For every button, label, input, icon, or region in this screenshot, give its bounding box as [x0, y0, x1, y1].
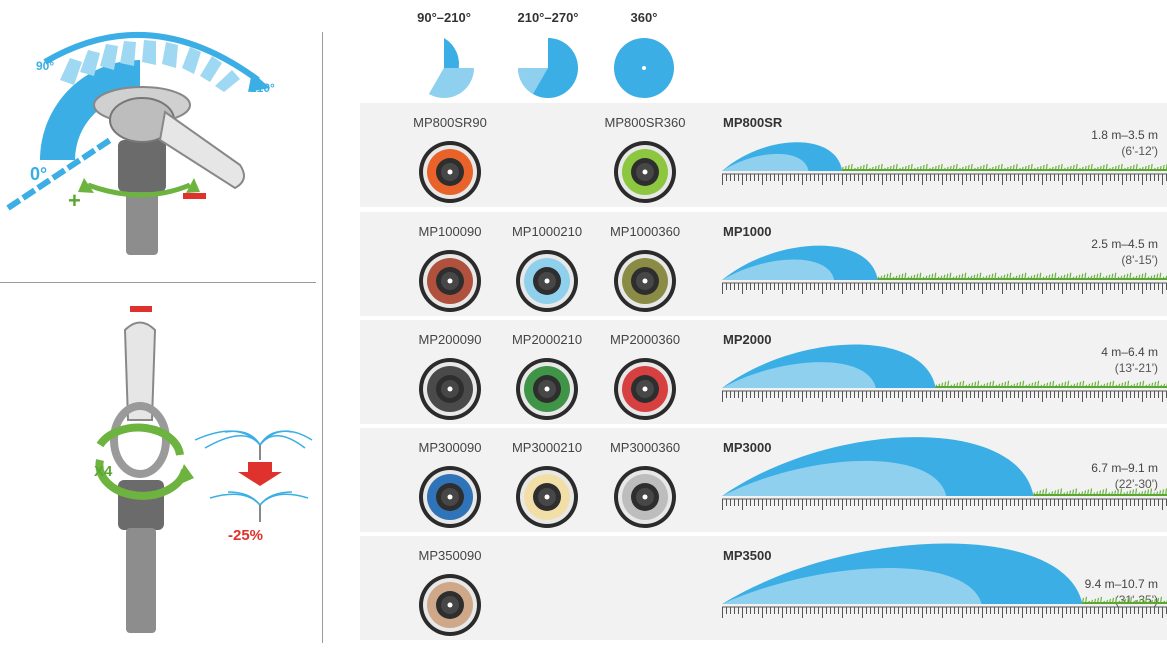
arc-header-label: 90°–210° — [394, 10, 494, 25]
rotator-illustration: 90° 210° 0° + X4 — [0, 0, 322, 643]
down-arrow-icon — [238, 462, 282, 486]
main-divider — [322, 32, 323, 643]
nozzle-icon — [515, 357, 579, 421]
nozzle-model-label: MP1000210 — [512, 224, 582, 239]
nozzle-item: MP2000210 — [497, 332, 597, 421]
throw-graphic — [722, 536, 1167, 638]
nozzle-icon — [613, 140, 677, 204]
ruler-ticks — [723, 174, 1167, 185]
ruler-ticks — [723, 499, 1167, 510]
nozzle-model-label: MP100090 — [419, 224, 482, 239]
nozzle-icon — [515, 465, 579, 529]
minus-bar-icon — [183, 193, 206, 199]
throw-graphic — [722, 103, 1167, 205]
arc-header-360: 360° — [594, 0, 694, 100]
nozzle-model-label: MP3000360 — [610, 440, 680, 455]
nozzle-model-label: MP2000210 — [512, 332, 582, 347]
nozzle-item: MP200090 — [400, 332, 500, 421]
arc-adjustment-illustration: 90° 210° 0° + — [8, 35, 275, 255]
nozzle-icon — [418, 249, 482, 313]
nozzle-model-label: MP800SR360 — [605, 115, 686, 130]
nozzle-icon — [613, 249, 677, 313]
nozzle-item: MP100090 — [400, 224, 500, 313]
x4-label: X4 — [94, 463, 113, 480]
zero-degree-label: 0° — [30, 164, 47, 184]
throw-graphic — [722, 320, 1167, 422]
nozzle-item: MP350090 — [400, 548, 500, 637]
nozzle-icon — [515, 249, 579, 313]
nozzle-icon — [418, 357, 482, 421]
nozzle-item: MP3000210 — [497, 440, 597, 529]
nozzle-icon — [418, 465, 482, 529]
pie-360-icon — [612, 36, 676, 100]
arc-header-90-210: 90°–210° — [394, 0, 494, 100]
ruler-ticks — [723, 607, 1167, 618]
nozzle-item: MP3000360 — [595, 440, 695, 529]
nozzle-model-label: MP1000360 — [610, 224, 680, 239]
radius-adjustment-illustration: X4 -25% — [94, 306, 312, 633]
nozzle-item: MP800SR90 — [400, 115, 500, 204]
throw-graphic — [722, 428, 1167, 530]
nozzle-item: MP300090 — [400, 440, 500, 529]
nozzle-icon — [613, 465, 677, 529]
nozzle-item: MP1000210 — [497, 224, 597, 313]
nozzle-item: MP2000360 — [595, 332, 695, 421]
nozzle-icon — [418, 140, 482, 204]
arc-header-label: 210°–270° — [498, 10, 598, 25]
nozzle-model-label: MP200090 — [419, 332, 482, 347]
ruler-ticks — [723, 391, 1167, 402]
nozzle-model-label: MP350090 — [419, 548, 482, 563]
nozzle-item: MP800SR360 — [595, 115, 695, 204]
nozzle-model-label: MP800SR90 — [413, 115, 487, 130]
nozzle-item: MP1000360 — [595, 224, 695, 313]
throw-graphic — [722, 212, 1167, 314]
minus-indicator-icon — [130, 306, 152, 312]
nozzle-model-label: MP300090 — [419, 440, 482, 455]
nozzle-model-label: MP2000360 — [610, 332, 680, 347]
reduction-label: -25% — [228, 527, 263, 544]
pie-210-270-icon — [516, 36, 580, 100]
left-divider — [0, 282, 316, 283]
pie-90-210-icon — [412, 36, 476, 100]
arc-end-label: 210° — [250, 81, 275, 95]
ruler-ticks — [723, 283, 1167, 294]
nozzle-model-label: MP3000210 — [512, 440, 582, 455]
adjustment-illustrations: 90° 210° 0° + X4 — [0, 0, 322, 643]
arc-header-210-270: 210°–270° — [498, 0, 598, 100]
nozzle-icon — [418, 573, 482, 637]
arc-start-label: 90° — [36, 59, 54, 73]
nozzle-icon — [613, 357, 677, 421]
plus-label: + — [68, 188, 81, 213]
arc-header-label: 360° — [594, 10, 694, 25]
